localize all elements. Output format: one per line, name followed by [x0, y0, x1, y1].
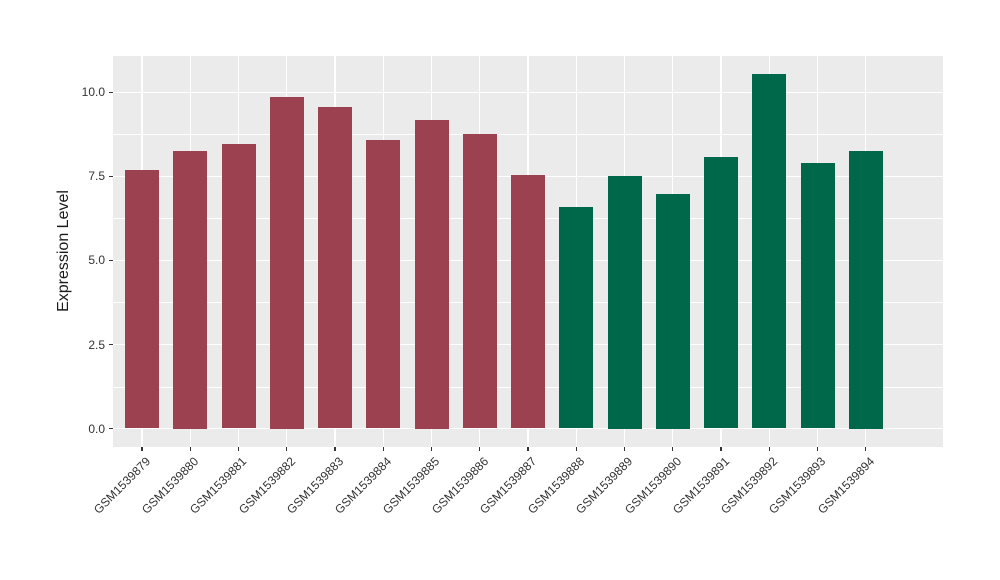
- bar-GSM1539888: [559, 207, 594, 429]
- y-tick-label: 2.5: [88, 337, 105, 352]
- y-tick-label: 10.0: [81, 85, 105, 100]
- y-axis-title: Expression Level: [55, 190, 72, 312]
- bar-GSM1539881: [221, 144, 256, 429]
- bar-GSM1539885: [414, 119, 449, 429]
- x-tick-mark: [286, 447, 288, 451]
- bar-GSM1539883: [318, 107, 352, 429]
- x-tick-mark: [430, 447, 433, 451]
- x-tick-mark: [575, 447, 577, 451]
- x-tick-mark: [237, 447, 240, 451]
- y-tick-label: 7.5: [88, 169, 105, 184]
- bar-GSM1539893: [800, 162, 835, 429]
- x-tick-mark: [768, 447, 770, 451]
- x-tick-mark: [623, 447, 626, 451]
- plot-panel: [113, 56, 943, 447]
- x-tick-mark: [865, 447, 867, 451]
- bar-GSM1539890: [655, 193, 690, 429]
- x-tick-mark: [816, 447, 819, 451]
- bar-GSM1539886: [462, 133, 497, 429]
- y-tick-mark: [109, 343, 113, 346]
- bar-GSM1539882: [269, 97, 304, 429]
- bar-GSM1539889: [607, 176, 642, 429]
- x-tick-mark: [672, 447, 674, 451]
- bar-GSM1539891: [704, 156, 738, 429]
- x-tick-mark: [382, 447, 384, 451]
- bar-GSM1539880: [173, 150, 208, 429]
- y-tick-mark: [109, 259, 113, 262]
- x-tick-mark: [334, 447, 336, 451]
- y-tick-mark: [109, 175, 113, 178]
- bar-GSM1539879: [125, 170, 159, 429]
- x-tick-mark: [141, 447, 143, 451]
- bar-GSM1539887: [511, 174, 545, 429]
- bar-GSM1539892: [752, 73, 787, 429]
- x-tick-mark: [720, 447, 722, 451]
- y-tick-label: 5.0: [88, 253, 105, 268]
- bar-GSM1539884: [366, 139, 401, 429]
- y-tick-mark: [109, 427, 113, 430]
- x-tick-mark: [189, 447, 191, 451]
- x-tick-mark: [479, 447, 481, 451]
- bar-GSM1539894: [848, 150, 883, 429]
- x-tick-mark: [527, 447, 529, 451]
- y-tick-mark: [109, 91, 113, 93]
- y-tick-label: 0.0: [88, 421, 105, 436]
